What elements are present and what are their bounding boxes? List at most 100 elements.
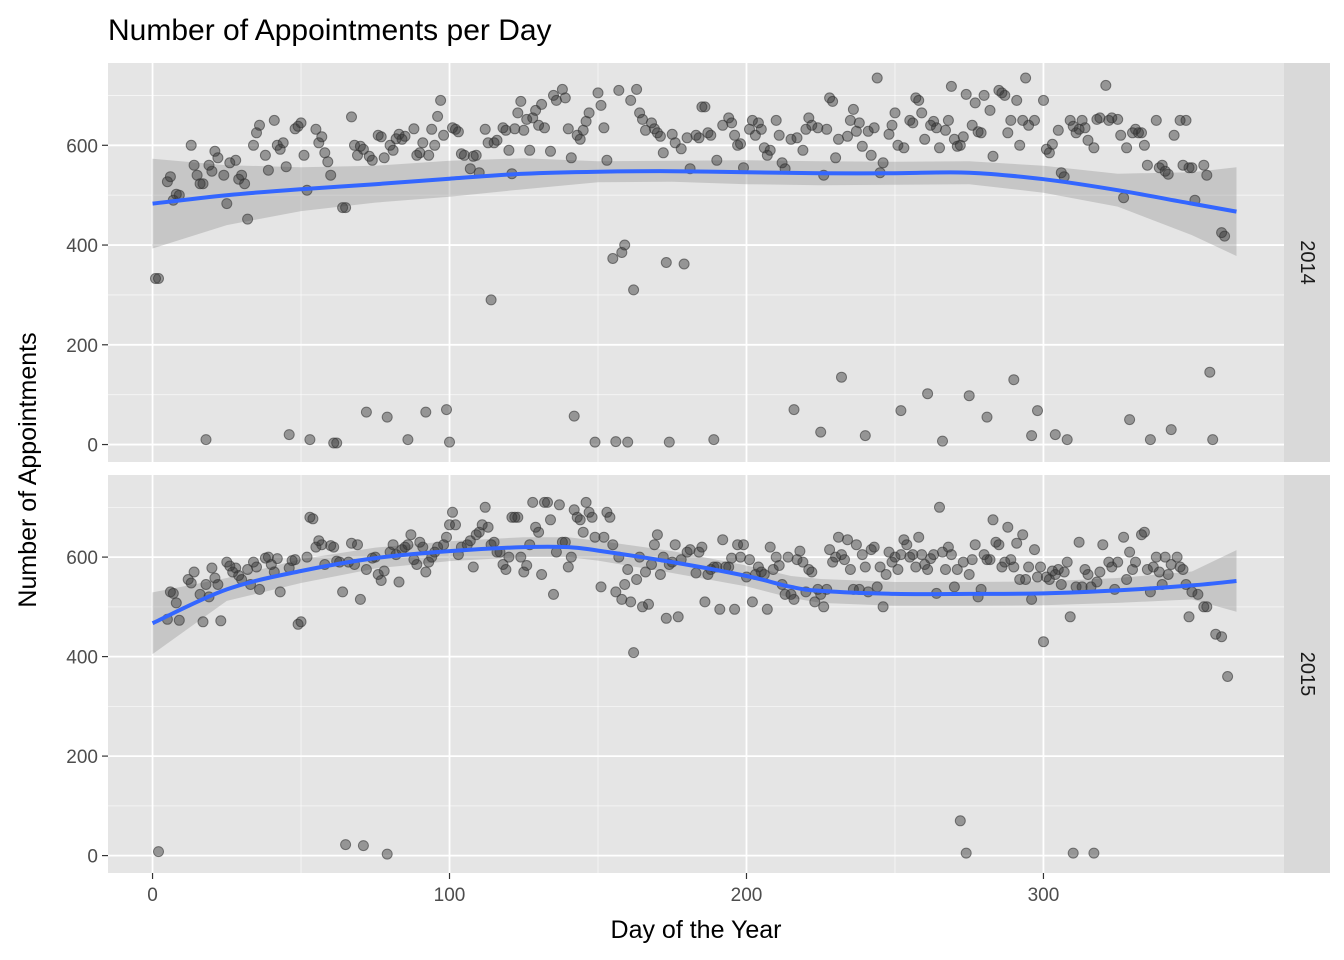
data-point [957, 131, 969, 143]
smooth-line [151, 544, 1237, 626]
data-point [631, 574, 643, 585]
data-point [1183, 162, 1195, 174]
data-point [776, 157, 788, 169]
data-point [833, 531, 844, 543]
data-point [1207, 434, 1219, 446]
data-point [1058, 566, 1070, 578]
data-point [705, 129, 717, 141]
data-point [940, 564, 951, 575]
data-point [417, 137, 429, 149]
data-point [452, 126, 464, 138]
data-point [800, 123, 812, 135]
data-point [1204, 366, 1216, 378]
data-point [806, 119, 818, 131]
data-point [978, 89, 990, 101]
data-point [607, 539, 619, 551]
data-point [1023, 561, 1035, 573]
data-point [916, 107, 928, 119]
data-point [892, 564, 904, 575]
x-tick-label: 100 [434, 885, 466, 906]
data-point [583, 107, 595, 119]
data-point [206, 165, 218, 177]
data-point [206, 562, 218, 574]
data-point [426, 123, 438, 135]
data-point [515, 551, 527, 563]
data-point [693, 132, 705, 144]
data-point [500, 124, 512, 136]
data-point [735, 138, 746, 150]
data-point [937, 435, 948, 447]
data-point [598, 531, 610, 543]
data-point [444, 519, 455, 531]
data-point [254, 583, 265, 595]
data-point [619, 579, 631, 590]
data-point [402, 539, 414, 551]
data-point [856, 140, 868, 152]
chart-title: Number of Appointments per Day [108, 14, 552, 47]
data-point [1198, 159, 1210, 171]
data-point [170, 597, 182, 609]
data-point [1150, 551, 1162, 563]
data-point [467, 561, 479, 573]
data-point [215, 615, 227, 627]
data-point [488, 536, 500, 548]
data-point [945, 549, 957, 561]
data-point [877, 601, 889, 613]
data-point [372, 569, 384, 580]
data-point [660, 257, 672, 268]
data-point [268, 114, 280, 126]
data-point [1008, 561, 1020, 573]
data-point [975, 127, 987, 139]
data-point [812, 122, 824, 134]
y-tick-label: 200 [66, 747, 98, 768]
data-point [399, 130, 411, 142]
data-point [429, 139, 441, 151]
data-point [1038, 636, 1049, 648]
data-point [839, 554, 850, 566]
data-point [862, 125, 874, 137]
data-point [726, 117, 738, 129]
data-point [640, 124, 651, 136]
data-point [726, 552, 738, 564]
facet-strip [1284, 475, 1330, 873]
x-tick-label: 0 [147, 885, 158, 906]
data-point [565, 152, 577, 164]
data-point [607, 253, 619, 264]
data-point [304, 434, 316, 446]
data-point [280, 161, 292, 173]
panels-group: 0 200 400 600 2014 0 200 400 600 2015 [66, 63, 1330, 873]
data-point [1017, 529, 1029, 541]
data-point [485, 294, 497, 306]
data-point [337, 202, 349, 214]
data-point [194, 178, 206, 190]
data-point [1141, 159, 1153, 171]
data-point [913, 94, 925, 106]
data-point [331, 437, 343, 449]
data-point [847, 103, 859, 115]
data-point [1130, 556, 1141, 568]
data-point [732, 539, 744, 551]
data-point [545, 145, 556, 157]
y-tick-label: 400 [66, 236, 98, 257]
data-point [913, 531, 925, 543]
data-point [441, 404, 452, 416]
data-point [1171, 551, 1183, 563]
data-point [868, 541, 880, 553]
data-point [631, 83, 643, 95]
data-point [640, 566, 651, 578]
data-point [381, 411, 393, 423]
data-point [827, 95, 839, 107]
data-point [500, 564, 512, 575]
data-point [663, 436, 675, 448]
data-point [1073, 536, 1085, 548]
data-point [1177, 564, 1189, 575]
data-point [729, 603, 741, 615]
data-point [901, 539, 913, 551]
data-point [1219, 230, 1231, 242]
data-point [200, 434, 212, 446]
data-point [420, 406, 432, 418]
data-point [791, 132, 803, 144]
data-point [1156, 159, 1168, 171]
data-point [735, 551, 746, 563]
data-point [577, 526, 589, 538]
